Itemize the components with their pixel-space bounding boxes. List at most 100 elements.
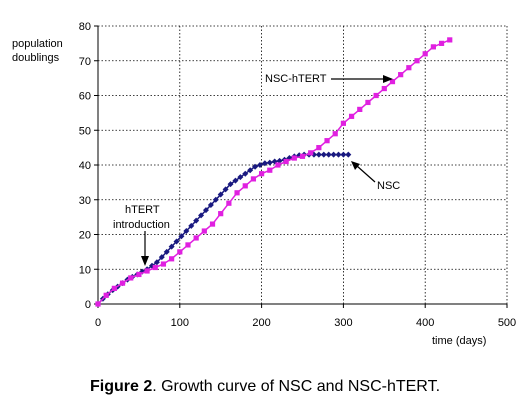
data-point-nsc-htert <box>201 228 207 234</box>
x-tick-label: 400 <box>416 317 434 329</box>
data-point-nsc-htert <box>226 200 232 206</box>
y-tick-label: 50 <box>79 125 91 137</box>
annotation-nsc: NSC <box>377 180 400 192</box>
y-tick-label: 60 <box>79 91 91 103</box>
x-tick-label: 100 <box>171 317 189 329</box>
data-point-nsc-htert <box>365 99 371 106</box>
growth-curve-chart: 0 10 20 30 40 50 60 70 80 0 100 200 300 400 500 popul… <box>12 21 516 347</box>
data-point-nsc-htert <box>218 211 224 217</box>
data-point-nsc-htert <box>299 153 306 159</box>
data-point-nsc <box>153 259 160 266</box>
data-point-nsc-htert <box>152 264 158 271</box>
y-tick-labels: 0 10 20 30 40 50 60 70 80 <box>79 21 91 311</box>
data-point-nsc-htert <box>414 58 420 64</box>
data-point-nsc-htert <box>177 249 183 255</box>
caption-label: Figure 2 <box>89 378 153 395</box>
data-point-nsc <box>207 201 214 208</box>
y-tick-label: 30 <box>79 195 91 207</box>
x-tick-labels: 0 100 200 300 400 500 <box>95 317 516 329</box>
y-tick-label: 0 <box>85 299 91 311</box>
annotation-nsc-arrowhead <box>351 161 360 170</box>
annotation-htert-arrowhead <box>141 256 149 266</box>
data-point-nsc <box>198 212 205 219</box>
data-point-nsc-htert <box>308 150 314 156</box>
series-nsc-htert <box>95 37 453 307</box>
data-point-nsc <box>252 163 259 170</box>
data-point-nsc <box>188 222 195 229</box>
data-point-nsc-htert <box>128 275 134 281</box>
data-point-nsc-htert <box>422 51 428 57</box>
data-point-nsc-htert <box>234 190 240 196</box>
data-point-nsc <box>315 151 322 158</box>
data-point-nsc <box>256 162 263 168</box>
y-axis-label-line1: population <box>12 38 63 50</box>
data-point-nsc-htert <box>250 176 257 182</box>
data-point-nsc <box>276 157 283 164</box>
data-point-nsc-htert <box>242 183 248 189</box>
y-tick-label: 10 <box>79 264 91 276</box>
data-point-nsc-htert <box>348 113 355 119</box>
data-point-nsc <box>217 191 224 198</box>
series-group <box>95 37 453 307</box>
data-point-nsc-htert <box>144 268 150 274</box>
y-tick-label: 20 <box>79 230 91 242</box>
data-point-nsc-htert <box>373 92 379 99</box>
data-point-nsc-htert <box>119 280 126 286</box>
y-axis-label-line2: doublings <box>12 52 60 64</box>
x-tick-label: 300 <box>334 317 352 329</box>
data-point-nsc-htert <box>209 221 216 227</box>
data-point-nsc <box>247 167 254 174</box>
data-point-nsc <box>173 238 180 245</box>
data-point-nsc-htert <box>406 65 412 71</box>
y-tick-label: 40 <box>79 160 91 172</box>
x-tick-label: 500 <box>498 317 516 329</box>
data-point-nsc-htert <box>430 44 436 50</box>
annotation-htert-line1: hTERT <box>125 204 160 216</box>
annotation-nsc-arrow <box>356 165 376 183</box>
data-point-nsc <box>178 233 185 240</box>
data-point-nsc-htert <box>111 285 117 291</box>
data-point-nsc-htert <box>275 162 281 168</box>
data-point-nsc <box>237 174 244 181</box>
data-point-nsc <box>335 151 342 158</box>
data-point-nsc <box>340 151 347 158</box>
grid-lines <box>98 25 508 304</box>
data-point-nsc-htert <box>169 256 175 262</box>
data-point-nsc-htert <box>438 40 445 46</box>
data-point-nsc-htert <box>324 138 330 144</box>
data-point-nsc <box>193 217 200 224</box>
data-point-nsc <box>227 181 234 188</box>
data-point-nsc <box>325 151 332 158</box>
figure-caption: Figure 2. Growth curve of NSC and NSC-hT… <box>0 378 530 396</box>
data-point-nsc-htert <box>259 171 265 177</box>
data-point-nsc-htert <box>185 242 191 248</box>
x-axis-label: time (days) <box>432 335 486 347</box>
data-point-nsc <box>232 177 239 184</box>
data-point-nsc-htert <box>267 167 273 173</box>
data-point-nsc-htert <box>381 85 387 92</box>
data-point-nsc <box>183 228 190 235</box>
data-point-nsc <box>261 160 268 167</box>
data-point-nsc-htert <box>316 145 322 151</box>
data-point-nsc-htert <box>357 106 363 112</box>
data-point-nsc <box>320 151 327 158</box>
data-point-nsc-htert <box>103 292 109 298</box>
annotation-nsc-htert: NSC-hTERT <box>265 73 327 85</box>
data-point-nsc <box>168 243 175 250</box>
data-point-nsc-htert <box>447 37 453 43</box>
data-point-nsc <box>202 207 209 214</box>
data-point-nsc <box>158 254 165 261</box>
data-point-nsc-htert <box>340 120 346 126</box>
annotation-htert-line2: introduction <box>113 219 170 231</box>
data-point-nsc <box>163 248 170 255</box>
annotations: NSC-hTERT NSC hTERT introduction <box>113 73 400 266</box>
x-tick-label: 200 <box>252 317 270 329</box>
axes <box>94 25 508 308</box>
annotation-nsc-htert-arrowhead <box>383 75 393 83</box>
data-point-nsc <box>242 170 249 177</box>
y-tick-label: 80 <box>79 21 91 33</box>
data-point-nsc-htert <box>160 261 167 267</box>
data-point-nsc-htert <box>398 72 404 78</box>
data-point-nsc <box>345 151 352 158</box>
data-point-nsc <box>222 186 229 193</box>
